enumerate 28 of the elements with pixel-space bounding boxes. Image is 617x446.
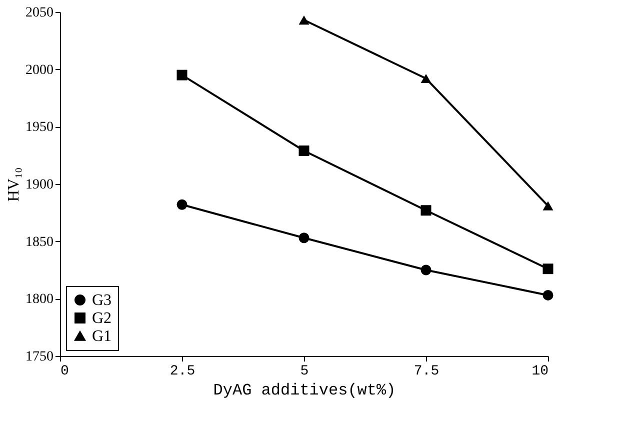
x-tick-label: 0: [60, 364, 69, 380]
point: [542, 290, 554, 300]
legend-label: G3: [92, 292, 112, 309]
point: [420, 74, 432, 84]
point: [542, 264, 554, 274]
point: [176, 70, 188, 80]
point: [298, 232, 310, 244]
point: [298, 146, 310, 156]
x-tick-label: 7.5: [414, 364, 440, 380]
point: [420, 264, 432, 276]
legend-label: G1: [92, 328, 112, 345]
point: [420, 205, 432, 216]
y-tick-label: 1850: [26, 234, 54, 250]
y-tick-label: 1950: [26, 120, 54, 136]
point: [176, 199, 188, 210]
x-tick-label: 5: [300, 364, 309, 380]
x-axis-title: DyAG additives(wt%): [213, 382, 396, 400]
legend-label: G2: [92, 310, 112, 327]
x-tick-label: 2.5: [170, 364, 196, 380]
y-tick-label: 2050: [26, 6, 54, 20]
y-tick-label: 1900: [26, 178, 54, 192]
point: [542, 201, 554, 210]
x-tick-label: 10: [532, 364, 548, 380]
y-axis-title: HV₁₀: [6, 167, 22, 202]
y-tick-label: 2000: [26, 62, 54, 78]
y-tick-label: 1800: [26, 292, 54, 308]
point: [298, 15, 310, 25]
y-tick-label: 1750: [26, 350, 54, 364]
